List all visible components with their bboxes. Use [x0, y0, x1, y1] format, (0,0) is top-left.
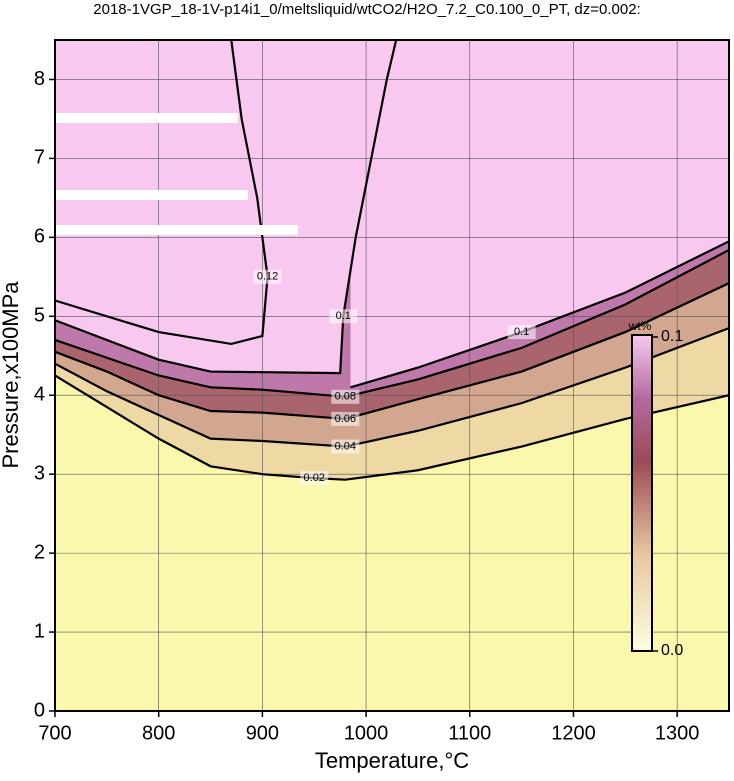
y-axis-label: Pressure,x100MPa: [0, 281, 23, 469]
gap-stripe: [55, 113, 238, 123]
x-tick-label: 900: [246, 722, 279, 744]
contour-label-bg: [331, 389, 360, 404]
chart-title: 2018-1VGP_18-1V-p14i1_0/meltsliquid/wtCO…: [93, 1, 640, 18]
contour-line: [55, 327, 729, 448]
contour-label: 0.1: [514, 326, 529, 338]
y-tick-label: 3: [34, 462, 45, 484]
x-tick-label: 1200: [551, 722, 596, 744]
contour-line: [55, 282, 729, 421]
contour-label-bg: [507, 325, 536, 340]
y-tick-label: 8: [34, 68, 45, 90]
y-tick-label: 0: [34, 699, 45, 721]
contour-label: 0.06: [335, 413, 356, 425]
x-tick-label: 700: [38, 722, 71, 744]
gap-stripe: [55, 225, 298, 235]
plot-frame: [54, 39, 730, 712]
gap-stripe: [55, 190, 248, 200]
contour-label: 0.12: [257, 271, 278, 283]
colorbar-label: wt%: [628, 319, 652, 333]
data-gaps: [55, 113, 298, 235]
colorbar-tick-label: 0.1: [661, 328, 683, 345]
x-tick-label: 1100: [448, 722, 491, 744]
y-tick-label: 2: [34, 541, 45, 563]
contour-line: [55, 40, 269, 346]
contour-label-bg: [331, 439, 360, 454]
y-tick-label: 5: [34, 305, 45, 327]
contour-label: 0.04: [335, 440, 356, 452]
x-tick-label: 1000: [344, 722, 389, 744]
contour-label: 0.02: [304, 472, 325, 484]
contour-label-bg: [300, 471, 329, 486]
contour-fill: [350, 40, 729, 388]
contour-label: 0.08: [335, 391, 356, 403]
colorbar: [631, 334, 653, 652]
contour-label: 0.1: [336, 310, 351, 322]
y-tick-label: 4: [34, 384, 45, 406]
x-tick-label: 800: [142, 722, 175, 744]
y-tick-label: 6: [34, 226, 45, 248]
contour-label-bg: [253, 269, 282, 284]
x-tick-label: 1300: [655, 722, 700, 744]
contour-label-bg: [331, 411, 360, 426]
x-axis-label: Temperature,°C: [315, 748, 469, 773]
contour-label-bg: [329, 309, 358, 324]
colorbar-tick-label: 0.0: [661, 642, 683, 659]
y-tick-label: 1: [34, 620, 45, 642]
y-tick-label: 7: [34, 147, 45, 169]
